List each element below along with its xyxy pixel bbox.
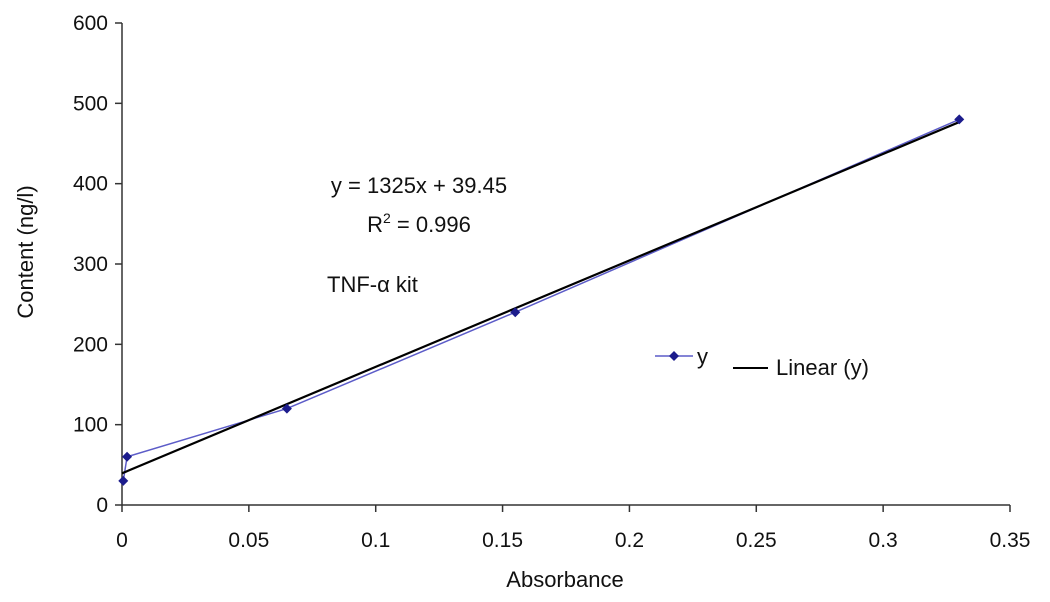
y-tick-label: 400 (73, 173, 108, 196)
x-tick-label: 0.15 (482, 529, 523, 552)
y-tick-label: 200 (73, 333, 108, 356)
legend-marker-y (669, 351, 679, 361)
data-point (954, 114, 965, 125)
data-point (122, 451, 133, 462)
x-axis-ticks: 0 0.05 0.1 0.15 0.2 0.25 0.3 0.35 (116, 505, 1030, 552)
legend-label-linear: Linear (y) (776, 355, 869, 380)
y-tick-label: 0 (96, 494, 108, 517)
x-tick-label: 0 (116, 529, 128, 552)
x-tick-label: 0.1 (361, 529, 390, 552)
x-tick-label: 0.2 (615, 529, 644, 552)
y-axis-ticks: 0 100 200 300 400 500 600 (73, 12, 122, 517)
x-axis-title: Absorbance (506, 567, 623, 592)
r2-superscript: 2 (383, 210, 391, 226)
y-tick-label: 500 (73, 92, 108, 115)
y-tick-label: 100 (73, 414, 108, 437)
series-layer (118, 114, 965, 486)
legend-label-y: y (697, 344, 708, 369)
x-tick-label: 0.3 (869, 529, 898, 552)
kit-label: TNF-α kit (327, 272, 418, 297)
data-point (510, 307, 521, 318)
x-tick-label: 0.25 (736, 529, 777, 552)
r2-prefix: R (367, 212, 383, 237)
trendline-linear (121, 121, 960, 475)
trendline-equation: y = 1325x + 39.45 (331, 173, 507, 198)
data-point (118, 475, 129, 486)
y-axis-title: Content (ng/l) (13, 185, 38, 318)
r2-value: = 0.996 (391, 212, 471, 237)
data-point (281, 403, 292, 414)
y-tick-label: 600 (73, 12, 108, 35)
r-squared-label: R2 = 0.996 (367, 210, 471, 237)
legend: y Linear (y) (655, 344, 869, 380)
x-tick-label: 0.35 (990, 529, 1031, 552)
y-tick-label: 300 (73, 253, 108, 276)
x-tick-label: 0.05 (228, 529, 269, 552)
